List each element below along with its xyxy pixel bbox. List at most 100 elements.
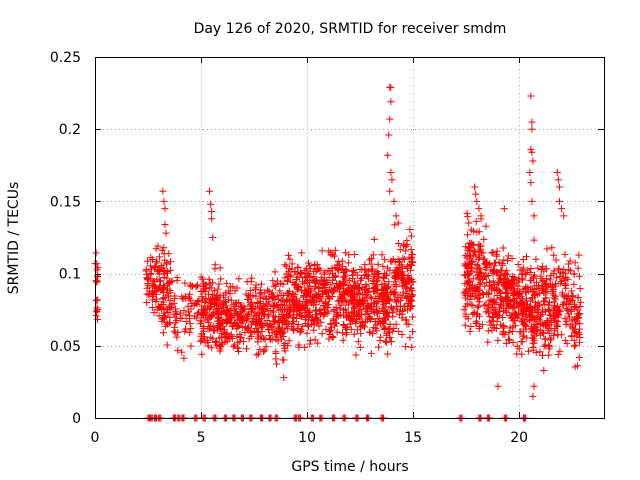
x-tick-label: 10 [298, 430, 316, 446]
data-point-peak [527, 92, 535, 100]
data-point [504, 252, 512, 260]
data-point [236, 333, 244, 341]
data-point [488, 317, 496, 325]
data-point [200, 306, 208, 314]
data-point [374, 269, 382, 277]
data-point [375, 343, 383, 351]
data-point [469, 275, 477, 283]
data-point [373, 327, 381, 335]
data-point [547, 334, 555, 342]
data-point [532, 278, 540, 286]
data-point [567, 296, 575, 304]
data-point [392, 320, 400, 328]
data-point [408, 284, 416, 292]
data-point [273, 331, 281, 339]
data-point [156, 277, 164, 285]
data-point [312, 290, 320, 298]
data-point [209, 327, 217, 335]
data-point-peak [473, 197, 481, 205]
data-point [298, 302, 306, 310]
data-point [351, 291, 359, 299]
data-point [198, 295, 206, 303]
data-point [311, 336, 319, 344]
data-point [463, 209, 471, 217]
data-point [520, 320, 528, 328]
data-point-peak [555, 197, 563, 205]
data-point [461, 288, 469, 296]
x-tick-label: 20 [510, 430, 528, 446]
data-point [148, 303, 156, 311]
data-point [391, 221, 399, 229]
data-point [306, 273, 314, 281]
data-point [219, 322, 227, 330]
data-point [378, 251, 386, 259]
data-point [352, 319, 360, 327]
x-tick-label: 0 [91, 430, 100, 446]
data-point [489, 305, 497, 313]
data-point [268, 329, 276, 337]
data-point [470, 247, 478, 255]
data-point [313, 266, 321, 274]
data-point [361, 265, 369, 273]
data-point [550, 267, 558, 275]
data-point [213, 324, 221, 332]
data-point [347, 325, 355, 333]
data-point [186, 296, 194, 304]
data-point [163, 274, 171, 282]
data-point [307, 316, 315, 324]
data-point [263, 316, 271, 324]
data-point [325, 273, 333, 281]
data-point [236, 316, 244, 324]
data-point [355, 299, 363, 307]
data-point [462, 313, 470, 321]
data-point [548, 244, 556, 252]
data-point [407, 284, 415, 292]
data-point [156, 284, 164, 292]
data-point [464, 213, 472, 221]
data-point [515, 278, 523, 286]
data-point [370, 284, 378, 292]
data-point-peak [477, 212, 485, 220]
data-point [407, 297, 415, 305]
data-point [180, 354, 188, 362]
data-point [161, 294, 169, 302]
data-point [571, 316, 579, 324]
data-point [327, 326, 335, 334]
data-point [170, 310, 178, 318]
data-point [474, 241, 482, 249]
data-point-peak [500, 205, 508, 213]
data-point [290, 326, 298, 334]
data-point [540, 366, 548, 374]
data-point [355, 285, 363, 293]
data-point [168, 277, 176, 285]
data-point [340, 281, 348, 289]
data-point [321, 268, 329, 276]
data-point [395, 327, 403, 335]
data-point [297, 312, 305, 320]
data-point [484, 338, 492, 346]
data-point [144, 281, 152, 289]
data-point [366, 293, 374, 301]
data-point [243, 311, 251, 319]
data-point [216, 264, 224, 272]
data-point [376, 333, 384, 341]
data-point-peak [387, 98, 395, 106]
data-point [201, 339, 209, 347]
data-point [362, 282, 370, 290]
data-point-peak [280, 374, 288, 382]
data-point [349, 274, 357, 282]
data-point [399, 271, 407, 279]
data-point [147, 262, 155, 270]
data-point [532, 255, 540, 263]
data-point [554, 351, 562, 359]
data-point [350, 281, 358, 289]
data-point [186, 290, 194, 298]
data-point [475, 273, 483, 281]
data-point [536, 331, 544, 339]
data-point [357, 274, 365, 282]
data-point-peak [159, 187, 167, 195]
data-point [387, 338, 395, 346]
data-point [492, 311, 500, 319]
data-point [329, 333, 337, 341]
data-point [489, 321, 497, 329]
